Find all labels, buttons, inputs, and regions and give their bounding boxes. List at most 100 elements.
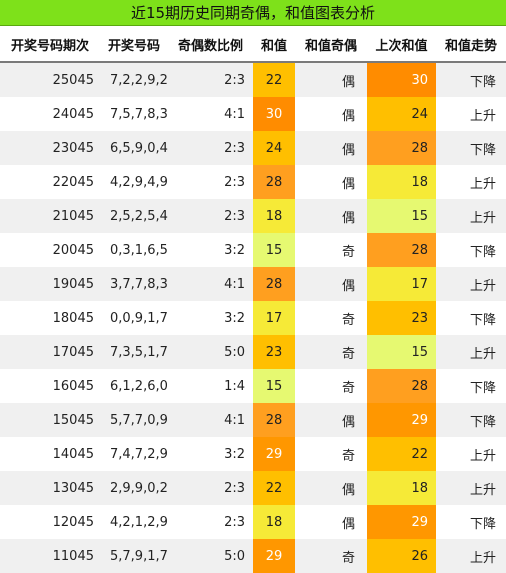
parity-cell: 奇 bbox=[295, 369, 367, 403]
period-cell: 18045 bbox=[0, 301, 100, 335]
period-cell: 12045 bbox=[0, 505, 100, 539]
table-row: 23045 6,5,9,0,4 2:3 24 偶 28 下降 bbox=[0, 131, 506, 165]
ratio-cell: 5:0 bbox=[168, 335, 253, 369]
trend-cell: 上升 bbox=[436, 267, 506, 301]
sum-cell: 15 bbox=[253, 233, 295, 267]
numbers-cell: 7,3,5,1,7 bbox=[100, 335, 168, 369]
prev-sum-cell: 17 bbox=[367, 267, 436, 301]
table-row: 21045 2,5,2,5,4 2:3 18 偶 15 上升 bbox=[0, 199, 506, 233]
numbers-cell: 6,1,2,6,0 bbox=[100, 369, 168, 403]
ratio-cell: 2:3 bbox=[168, 471, 253, 505]
numbers-cell: 3,7,7,8,3 bbox=[100, 267, 168, 301]
numbers-cell: 7,2,2,9,2 bbox=[100, 62, 168, 97]
ratio-cell: 1:4 bbox=[168, 369, 253, 403]
trend-cell: 下降 bbox=[436, 62, 506, 97]
history-table: 开奖号码期次 开奖号码 奇偶数比例 和值 和值奇偶 上次和值 和值走势 2504… bbox=[0, 27, 506, 573]
prev-sum-cell: 22 bbox=[367, 437, 436, 471]
table-row: 22045 4,2,9,4,9 2:3 28 偶 18 上升 bbox=[0, 165, 506, 199]
numbers-cell: 0,3,1,6,5 bbox=[100, 233, 168, 267]
period-cell: 24045 bbox=[0, 97, 100, 131]
ratio-cell: 2:3 bbox=[168, 165, 253, 199]
sum-cell: 28 bbox=[253, 403, 295, 437]
prev-sum-cell: 18 bbox=[367, 165, 436, 199]
period-cell: 15045 bbox=[0, 403, 100, 437]
parity-cell: 奇 bbox=[295, 335, 367, 369]
numbers-cell: 7,5,7,8,3 bbox=[100, 97, 168, 131]
numbers-cell: 5,7,7,0,9 bbox=[100, 403, 168, 437]
trend-cell: 下降 bbox=[436, 369, 506, 403]
parity-cell: 偶 bbox=[295, 267, 367, 301]
parity-cell: 偶 bbox=[295, 62, 367, 97]
parity-cell: 奇 bbox=[295, 233, 367, 267]
ratio-cell: 3:2 bbox=[168, 437, 253, 471]
parity-cell: 奇 bbox=[295, 437, 367, 471]
numbers-cell: 6,5,9,0,4 bbox=[100, 131, 168, 165]
sum-cell: 22 bbox=[253, 62, 295, 97]
prev-sum-cell: 24 bbox=[367, 97, 436, 131]
prev-sum-cell: 23 bbox=[367, 301, 436, 335]
ratio-cell: 2:3 bbox=[168, 62, 253, 97]
trend-cell: 下降 bbox=[436, 403, 506, 437]
prev-sum-cell: 15 bbox=[367, 199, 436, 233]
period-cell: 21045 bbox=[0, 199, 100, 233]
sum-cell: 22 bbox=[253, 471, 295, 505]
table-row: 11045 5,7,9,1,7 5:0 29 奇 26 上升 bbox=[0, 539, 506, 573]
header-trend: 和值走势 bbox=[436, 27, 506, 63]
parity-cell: 偶 bbox=[295, 199, 367, 233]
table-header-row: 开奖号码期次 开奖号码 奇偶数比例 和值 和值奇偶 上次和值 和值走势 bbox=[0, 27, 506, 63]
numbers-cell: 0,0,9,1,7 bbox=[100, 301, 168, 335]
sum-cell: 28 bbox=[253, 267, 295, 301]
trend-cell: 下降 bbox=[436, 505, 506, 539]
sum-cell: 30 bbox=[253, 97, 295, 131]
table-row: 25045 7,2,2,9,2 2:3 22 偶 30 下降 bbox=[0, 62, 506, 97]
period-cell: 25045 bbox=[0, 62, 100, 97]
parity-cell: 奇 bbox=[295, 301, 367, 335]
ratio-cell: 4:1 bbox=[168, 267, 253, 301]
parity-cell: 奇 bbox=[295, 539, 367, 573]
numbers-cell: 5,7,9,1,7 bbox=[100, 539, 168, 573]
table-row: 15045 5,7,7,0,9 4:1 28 偶 29 下降 bbox=[0, 403, 506, 437]
prev-sum-cell: 15 bbox=[367, 335, 436, 369]
numbers-cell: 2,9,9,0,2 bbox=[100, 471, 168, 505]
numbers-cell: 2,5,2,5,4 bbox=[100, 199, 168, 233]
numbers-cell: 4,2,1,2,9 bbox=[100, 505, 168, 539]
ratio-cell: 5:0 bbox=[168, 539, 253, 573]
trend-cell: 上升 bbox=[436, 165, 506, 199]
sum-cell: 28 bbox=[253, 165, 295, 199]
prev-sum-cell: 28 bbox=[367, 233, 436, 267]
period-cell: 13045 bbox=[0, 471, 100, 505]
period-cell: 17045 bbox=[0, 335, 100, 369]
table-row: 14045 7,4,7,2,9 3:2 29 奇 22 上升 bbox=[0, 437, 506, 471]
ratio-cell: 4:1 bbox=[168, 97, 253, 131]
period-cell: 23045 bbox=[0, 131, 100, 165]
parity-cell: 偶 bbox=[295, 471, 367, 505]
trend-cell: 上升 bbox=[436, 437, 506, 471]
prev-sum-cell: 28 bbox=[367, 369, 436, 403]
table-row: 20045 0,3,1,6,5 3:2 15 奇 28 下降 bbox=[0, 233, 506, 267]
period-cell: 22045 bbox=[0, 165, 100, 199]
ratio-cell: 2:3 bbox=[168, 199, 253, 233]
header-sum: 和值 bbox=[253, 27, 295, 63]
header-period: 开奖号码期次 bbox=[0, 27, 100, 63]
trend-cell: 上升 bbox=[436, 199, 506, 233]
sum-cell: 17 bbox=[253, 301, 295, 335]
ratio-cell: 2:3 bbox=[168, 131, 253, 165]
parity-cell: 偶 bbox=[295, 165, 367, 199]
table-body: 25045 7,2,2,9,2 2:3 22 偶 30 下降 24045 7,5,7,8,3 4:… bbox=[0, 62, 506, 573]
ratio-cell: 2:3 bbox=[168, 505, 253, 539]
sum-cell: 15 bbox=[253, 369, 295, 403]
sum-cell: 23 bbox=[253, 335, 295, 369]
table-row: 13045 2,9,9,0,2 2:3 22 偶 18 上升 bbox=[0, 471, 506, 505]
ratio-cell: 3:2 bbox=[168, 233, 253, 267]
trend-cell: 上升 bbox=[436, 471, 506, 505]
ratio-cell: 4:1 bbox=[168, 403, 253, 437]
trend-cell: 上升 bbox=[436, 335, 506, 369]
header-odd-even-ratio: 奇偶数比例 bbox=[168, 27, 253, 63]
sum-cell: 18 bbox=[253, 199, 295, 233]
period-cell: 11045 bbox=[0, 539, 100, 573]
sum-cell: 29 bbox=[253, 539, 295, 573]
table-row: 16045 6,1,2,6,0 1:4 15 奇 28 下降 bbox=[0, 369, 506, 403]
parity-cell: 偶 bbox=[295, 505, 367, 539]
numbers-cell: 7,4,7,2,9 bbox=[100, 437, 168, 471]
prev-sum-cell: 29 bbox=[367, 403, 436, 437]
